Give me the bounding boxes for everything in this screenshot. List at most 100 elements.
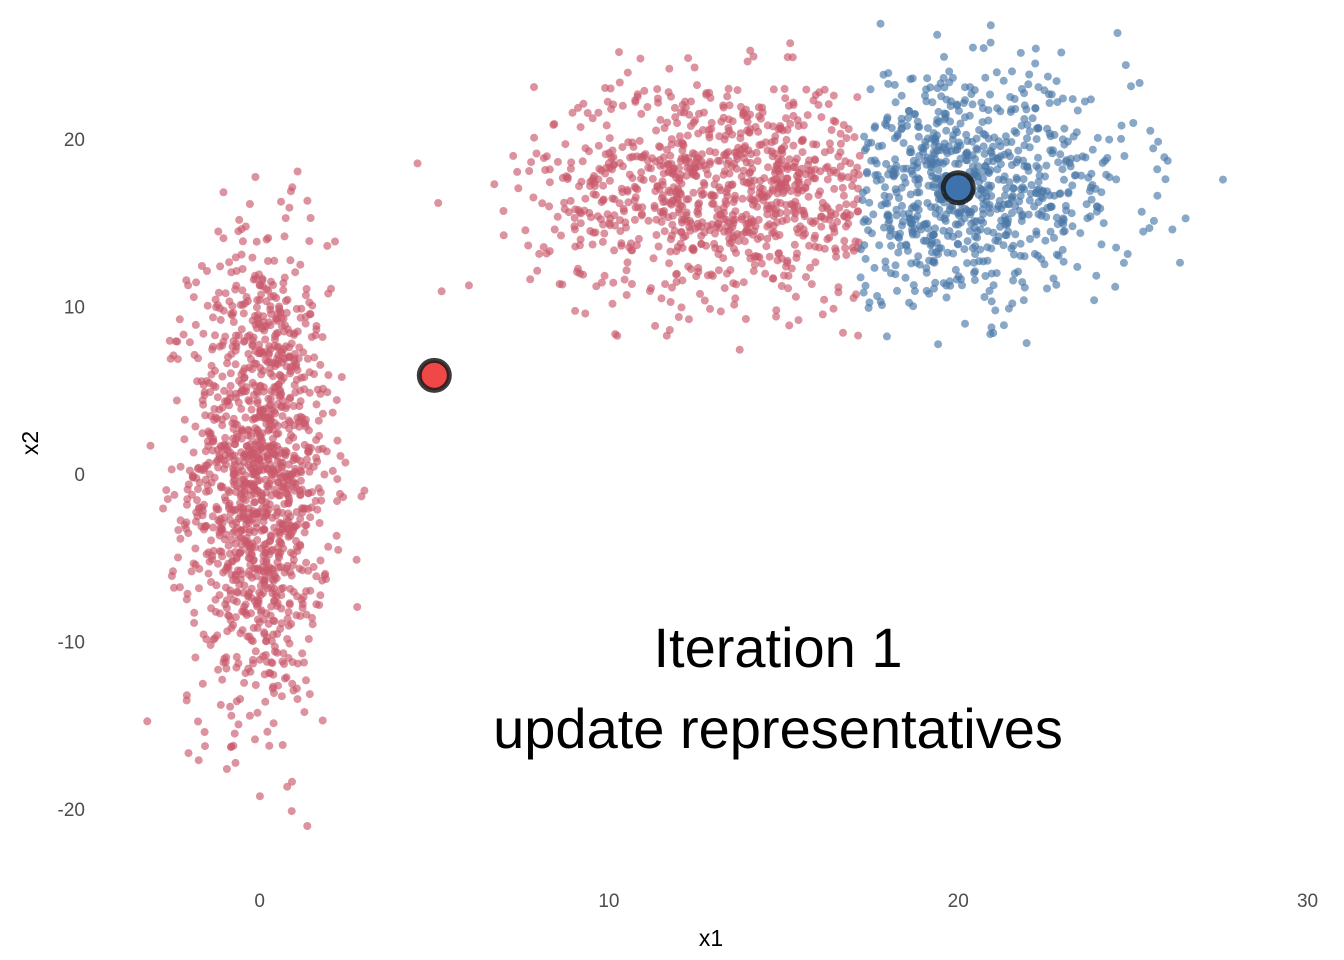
data-point (666, 247, 675, 256)
data-point (284, 485, 293, 493)
data-point (275, 446, 284, 454)
data-point (807, 280, 816, 289)
data-point (1040, 86, 1049, 95)
data-point (1076, 229, 1085, 238)
data-point (246, 440, 255, 449)
data-point (530, 133, 539, 142)
data-point (288, 658, 297, 667)
data-point (575, 182, 583, 191)
data-point (789, 141, 798, 150)
data-point (1020, 252, 1029, 261)
data-point (940, 139, 949, 148)
data-point (1025, 143, 1034, 152)
data-point (179, 330, 188, 339)
data-point (252, 237, 261, 246)
data-point (615, 78, 624, 87)
data-point (844, 173, 852, 182)
data-point (218, 372, 227, 381)
annotation-line-1: Iteration 1 (653, 616, 902, 679)
data-point (299, 593, 308, 601)
data-point (814, 100, 823, 109)
data-point (674, 313, 683, 321)
data-point (296, 457, 305, 465)
data-point (931, 224, 939, 233)
data-point (615, 48, 623, 57)
data-point (794, 122, 803, 130)
data-point (862, 144, 871, 153)
data-point (1146, 126, 1155, 135)
x-axis-title: x1 (699, 925, 723, 951)
data-point (241, 496, 250, 505)
data-point (658, 177, 667, 186)
data-point (218, 341, 227, 350)
data-point (261, 335, 270, 344)
data-point (659, 191, 667, 200)
data-point (892, 205, 901, 214)
data-point (300, 658, 308, 667)
data-point (913, 188, 921, 197)
data-point (635, 136, 644, 145)
data-point (220, 386, 229, 395)
y-tick-label: -10 (58, 633, 85, 654)
data-point (1019, 175, 1028, 184)
y-tick-label: 20 (64, 130, 85, 151)
data-point (249, 275, 258, 284)
data-point (823, 175, 832, 184)
data-point (968, 43, 977, 52)
data-point (1137, 207, 1146, 216)
data-point (1092, 207, 1101, 216)
data-point (664, 88, 673, 97)
data-point (610, 211, 619, 220)
data-point (532, 149, 541, 158)
data-point (1168, 225, 1177, 234)
data-point (219, 234, 228, 243)
data-point (249, 659, 258, 668)
data-point (923, 74, 932, 83)
data-point (312, 572, 321, 581)
data-point (211, 383, 220, 391)
data-point (914, 132, 923, 141)
data-point (284, 608, 293, 617)
data-point (1050, 233, 1058, 242)
data-point (668, 283, 676, 292)
data-point (1052, 77, 1061, 86)
data-point (244, 514, 253, 522)
data-point (222, 604, 231, 613)
data-point (891, 270, 900, 279)
data-point (260, 525, 269, 534)
data-point (236, 695, 245, 703)
data-point (832, 252, 841, 261)
data-point (1001, 132, 1010, 141)
data-point (844, 125, 853, 133)
data-point (619, 204, 628, 213)
data-point (991, 306, 1000, 315)
data-point (238, 300, 247, 309)
data-point (300, 708, 309, 717)
data-point (252, 509, 261, 518)
data-point (979, 218, 988, 227)
data-point (731, 215, 739, 224)
data-point (817, 222, 826, 231)
data-point (926, 83, 935, 92)
data-point (975, 257, 984, 266)
data-point (192, 278, 201, 287)
data-point (734, 236, 743, 245)
data-point (320, 470, 329, 479)
data-point (909, 156, 918, 165)
data-point (247, 609, 255, 618)
data-point (252, 486, 261, 495)
data-point (170, 490, 179, 499)
data-point (549, 120, 558, 129)
data-point (240, 481, 249, 490)
data-point (275, 553, 284, 562)
data-point (687, 97, 695, 106)
data-point (219, 188, 228, 197)
data-point (898, 201, 906, 210)
data-point (167, 572, 176, 580)
data-point (861, 254, 870, 263)
data-point (883, 199, 892, 208)
data-point (286, 256, 295, 265)
data-point (180, 415, 189, 424)
data-point (1149, 144, 1158, 153)
data-point (270, 383, 279, 392)
